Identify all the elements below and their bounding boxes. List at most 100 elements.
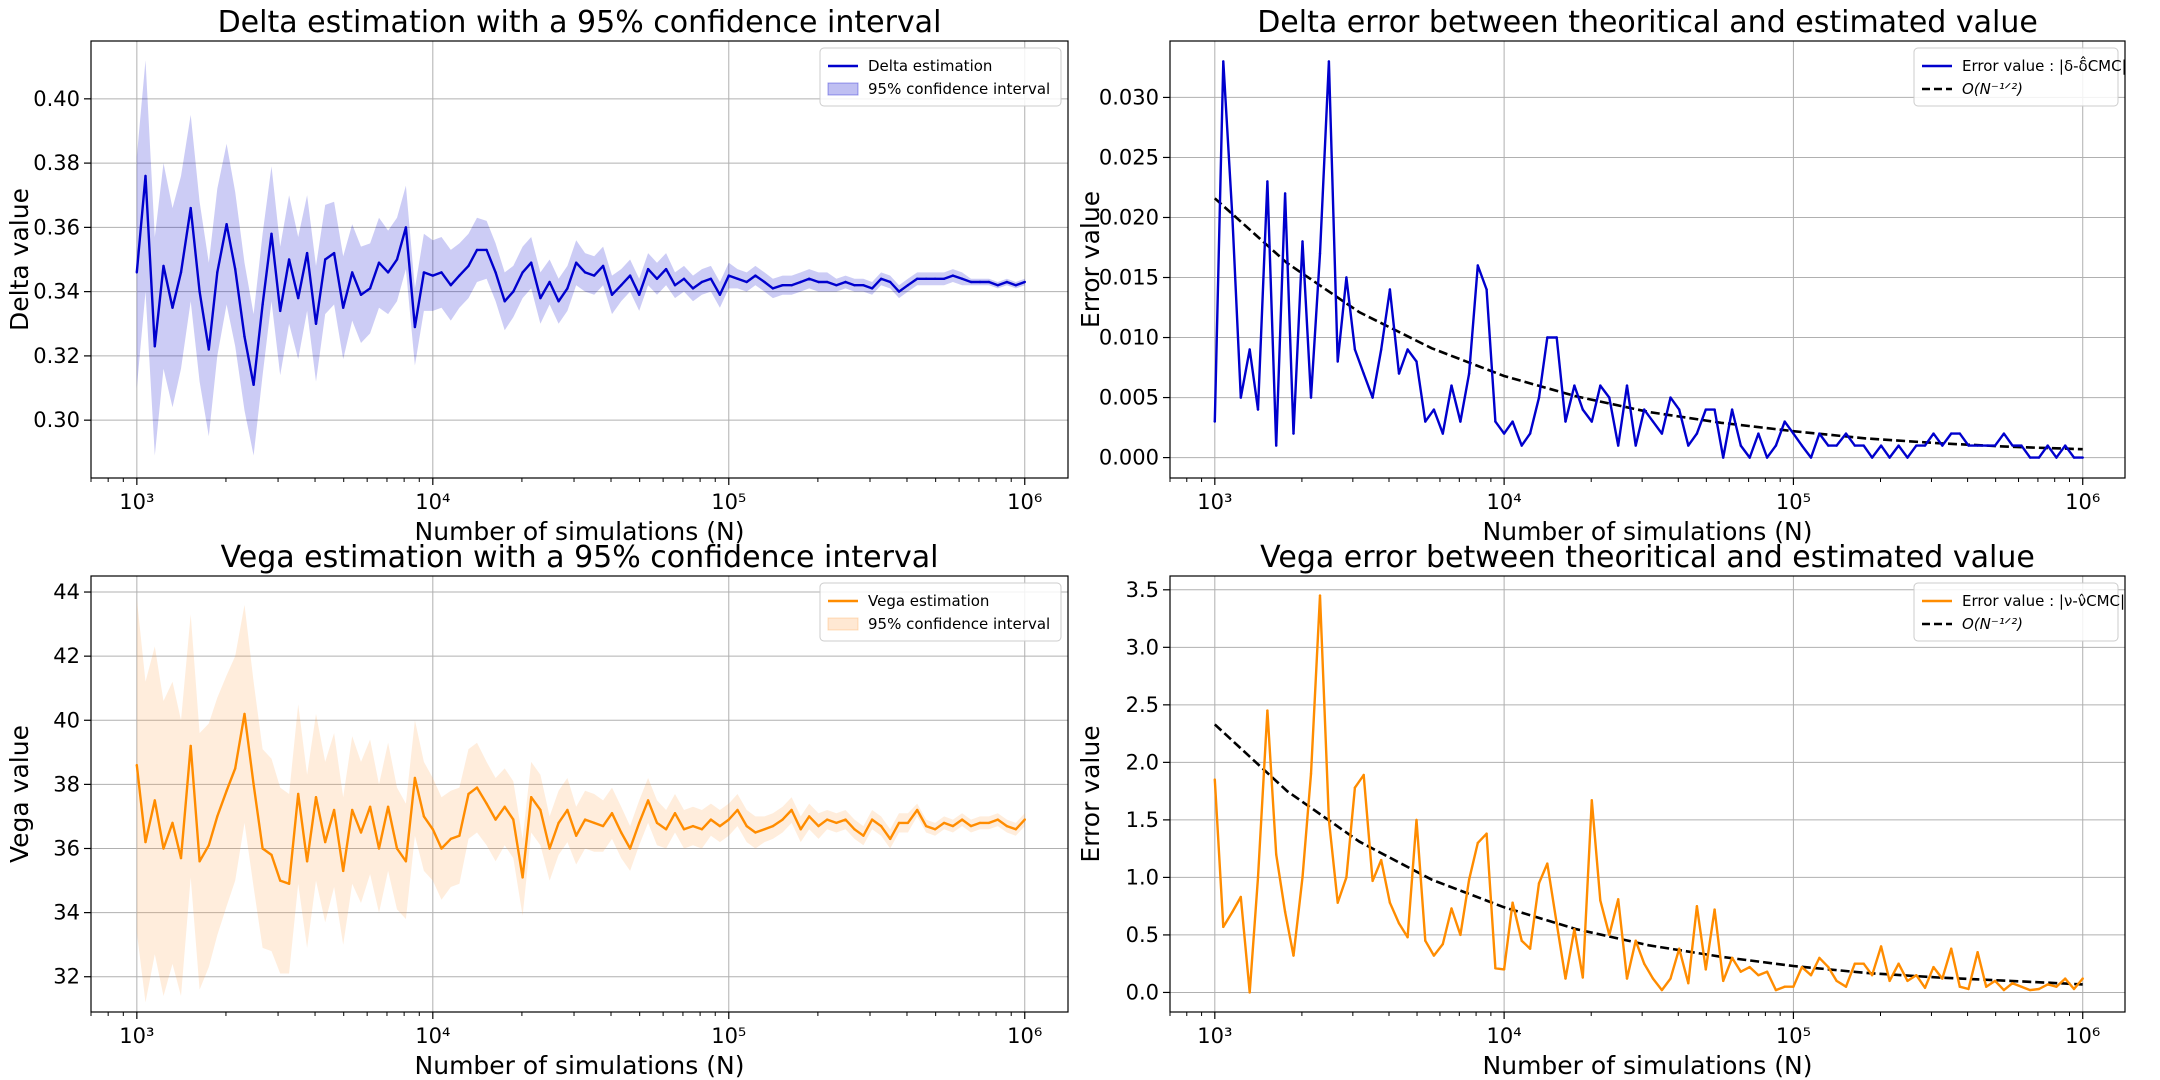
legend-label: Delta estimation [868,57,992,75]
data-point [1546,862,1549,865]
data-point [889,280,892,284]
data-point [754,274,757,277]
data-point [745,824,748,828]
data-point [351,271,354,274]
data-point [593,274,596,277]
data-point [1511,420,1514,423]
data-point [342,306,345,309]
data-point [1809,456,1813,459]
data-point [1014,828,1017,831]
data-point [351,808,354,812]
y-tick-label: 44 [53,580,80,604]
data-point [862,834,865,837]
x-tick-label: 10⁵ [711,1024,746,1048]
data-point [144,174,147,178]
data-point [628,274,632,277]
data-point [1748,965,1751,969]
data-point [395,258,399,261]
data-point [1818,956,1821,960]
y-tick-label: 38 [53,772,80,796]
data-point [1502,432,1506,435]
data-point [1669,396,1672,399]
data-point [1485,832,1488,835]
data-point [1713,408,1716,411]
data-point [655,821,659,825]
x-tick-label: 10⁵ [711,490,746,514]
data-point [1213,778,1217,781]
data-point [171,821,174,825]
data-point [1459,933,1462,937]
data-point [978,821,982,825]
data-point [395,847,399,850]
data-point [664,828,668,831]
data-point [566,808,569,812]
legend-label: 95% confidence interval [868,615,1050,633]
data-point [1739,970,1743,973]
x-tick-label: 10⁴ [415,1024,450,1048]
data-point [404,860,408,863]
data-point [440,847,443,850]
data-point [1757,432,1760,435]
data-point [162,847,165,850]
data-point [960,277,964,280]
data-point [548,847,551,850]
data-point [879,277,883,280]
data-point [1862,444,1865,447]
data-point [682,828,686,831]
data-point [1800,965,1804,969]
data-point [1827,444,1830,447]
data-point [1222,60,1225,63]
data-point [1835,979,1838,983]
x-tick-label: 10³ [119,490,154,514]
data-point [359,293,363,296]
data-point [1608,396,1611,399]
data-point [413,776,417,780]
data-point [297,296,300,300]
x-tick-label: 10⁶ [2065,1024,2100,1048]
data-point [1608,933,1611,937]
data-point [135,763,138,767]
data-point [279,879,282,882]
data-point [1651,977,1655,980]
data-point [628,847,632,850]
data-point [1634,444,1637,447]
data-point [1713,908,1716,911]
y-tick-label: 0.38 [33,151,80,175]
data-point [727,274,730,277]
data-point [1476,264,1480,267]
data-point [1897,962,1900,965]
chart-panel-1: 10³ 10⁴ 10⁵ 10⁶ 0.30 0.32 0.34 0.36 0.38 0.40 Delt… [5,5,1069,546]
data-point [1555,922,1558,925]
data-point [1985,444,1988,447]
data-point [1932,965,1935,969]
legend-swatch-band [827,82,859,96]
data-point [1266,180,1269,183]
data-point [1239,396,1243,399]
data-point [557,821,560,825]
data-point [1870,456,1874,459]
data-point [1415,818,1418,822]
data-point [1309,396,1313,399]
data-point [207,348,210,351]
data-point [422,815,426,818]
x-tick-label: 10⁶ [1007,1024,1042,1048]
reference-curve [1213,723,2083,986]
data-point [2046,983,2049,986]
data-point [835,284,838,287]
y-tick-label: 0.000 [1099,446,1159,470]
data-point [987,821,991,825]
data-point [1005,824,1009,828]
data-point [1722,979,1725,983]
data-point [1371,879,1374,883]
plot-frame [1169,40,2126,479]
data-point [1494,420,1497,423]
data-point [1897,444,1900,447]
data-point [1564,977,1567,980]
data-point [1695,432,1699,435]
data-point [2064,444,2067,447]
x-tick-label: 10⁵ [1776,490,1811,514]
data-point [1906,456,1909,459]
x-tick-label: 10⁴ [1487,490,1522,514]
data-point [1722,456,1725,459]
data-point [853,284,856,287]
